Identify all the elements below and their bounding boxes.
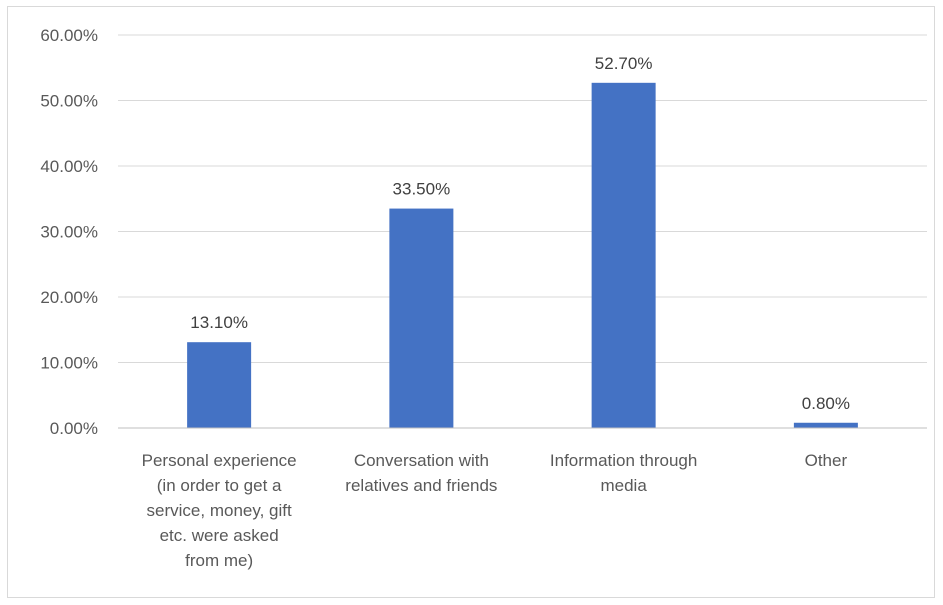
data-label: 52.70%	[595, 54, 653, 73]
y-tick-label: 40.00%	[40, 157, 98, 176]
y-tick-label: 10.00%	[40, 354, 98, 373]
category-label: Conversation with relatives and friends	[345, 451, 497, 495]
bar	[591, 82, 656, 428]
category-label-line: Information through	[550, 451, 697, 470]
y-tick-label: 50.00%	[40, 92, 98, 111]
category-label-line: Conversation with	[354, 451, 489, 470]
y-tick-label: 20.00%	[40, 288, 98, 307]
category-label: Information through media	[550, 451, 697, 495]
y-tick-label: 30.00%	[40, 223, 98, 242]
bars	[187, 82, 858, 428]
category-label: Personal experience (in order to get a ser…	[142, 451, 297, 570]
category-label-line: Personal experience	[142, 451, 297, 470]
y-tick-label: 60.00%	[40, 26, 98, 45]
category-label-line: media	[600, 476, 647, 495]
category-label-line: (in order to get a	[157, 476, 282, 495]
data-label: 0.80%	[802, 394, 850, 413]
chart-frame	[7, 6, 935, 598]
category-label-line: service, money, gift	[147, 501, 292, 520]
bar	[389, 208, 454, 428]
data-label: 13.10%	[190, 313, 248, 332]
category-label-line: Other	[805, 451, 848, 470]
y-axis-tick-labels: 0.00% 10.00% 20.00% 30.00% 40.00% 50.00% 60.00…	[40, 26, 98, 438]
bar	[187, 342, 252, 428]
category-label-line: relatives and friends	[345, 476, 497, 495]
gridlines	[118, 34, 927, 363]
category-label-line: from me)	[185, 551, 253, 570]
data-label: 33.50%	[393, 180, 451, 199]
category-labels: Personal experience (in order to get a ser…	[142, 451, 848, 570]
data-labels: 13.10% 33.50% 52.70% 0.80%	[190, 54, 850, 413]
bar	[793, 422, 858, 428]
category-label: Other	[805, 451, 848, 470]
y-tick-label: 0.00%	[50, 419, 98, 438]
category-label-line: etc. were asked	[160, 526, 279, 545]
